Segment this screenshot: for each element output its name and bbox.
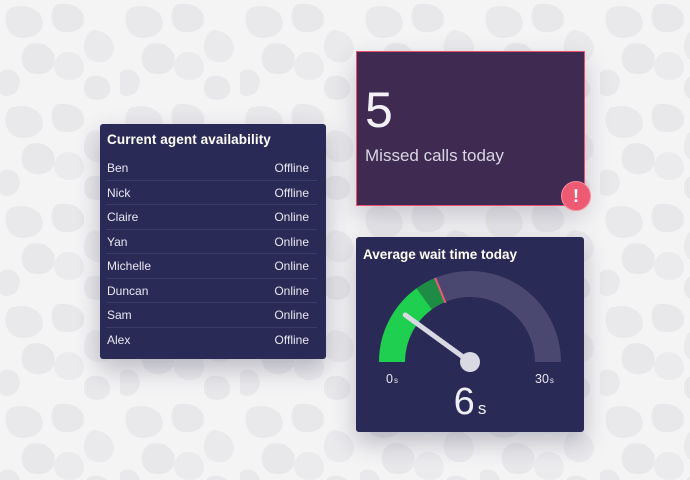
agent-row: Yan Online: [100, 230, 326, 255]
gauge-needle: [402, 312, 473, 365]
wait-time-gauge: [379, 271, 561, 372]
agent-row: Claire Online: [100, 205, 326, 230]
gauge-needle-hub: [460, 352, 480, 372]
exclamation-icon: !: [561, 181, 591, 211]
agent-name: Ben: [107, 161, 129, 175]
agent-status: Online: [274, 234, 309, 249]
agent-row: Duncan Online: [100, 279, 326, 304]
gauge-threshold-marker: [434, 277, 447, 304]
gauge-green-segment: [379, 288, 433, 363]
agent-row: Ben Offline: [100, 156, 326, 181]
agent-name: Yan: [107, 234, 128, 249]
missed-calls-card: 5 Missed calls today: [356, 51, 585, 206]
agent-name: Michelle: [107, 259, 152, 273]
agent-availability-title: Current agent availability: [107, 132, 271, 147]
gauge-min-label: 0s: [386, 372, 398, 386]
agent-status: Offline: [274, 332, 309, 347]
agent-row: Alex Offline: [100, 328, 326, 353]
agent-status: Online: [274, 308, 309, 322]
agent-row: Nick Offline: [100, 181, 326, 206]
agent-availability-card: Current agent availability Ben Offline N…: [100, 124, 326, 359]
agent-status: Offline: [274, 161, 309, 175]
agent-name: Claire: [107, 210, 139, 224]
missed-calls-label: Missed calls today: [365, 146, 504, 165]
agent-name: Duncan: [107, 283, 149, 298]
agent-row: Sam Online: [100, 303, 326, 328]
agent-status: Online: [274, 283, 309, 298]
agent-list: Ben Offline Nick Offline Claire Online Y…: [100, 156, 326, 352]
agent-name: Alex: [107, 332, 131, 347]
agent-name: Sam: [107, 308, 132, 322]
agent-row: Michelle Online: [100, 254, 326, 279]
gauge-max-label: 30s: [535, 372, 554, 386]
agent-status: Online: [274, 210, 309, 224]
agent-name: Nick: [107, 185, 131, 200]
missed-calls-count: 5: [365, 82, 393, 138]
agent-status: Offline: [274, 185, 309, 200]
wait-time-title: Average wait time today: [363, 247, 518, 262]
agent-status: Online: [274, 259, 309, 273]
